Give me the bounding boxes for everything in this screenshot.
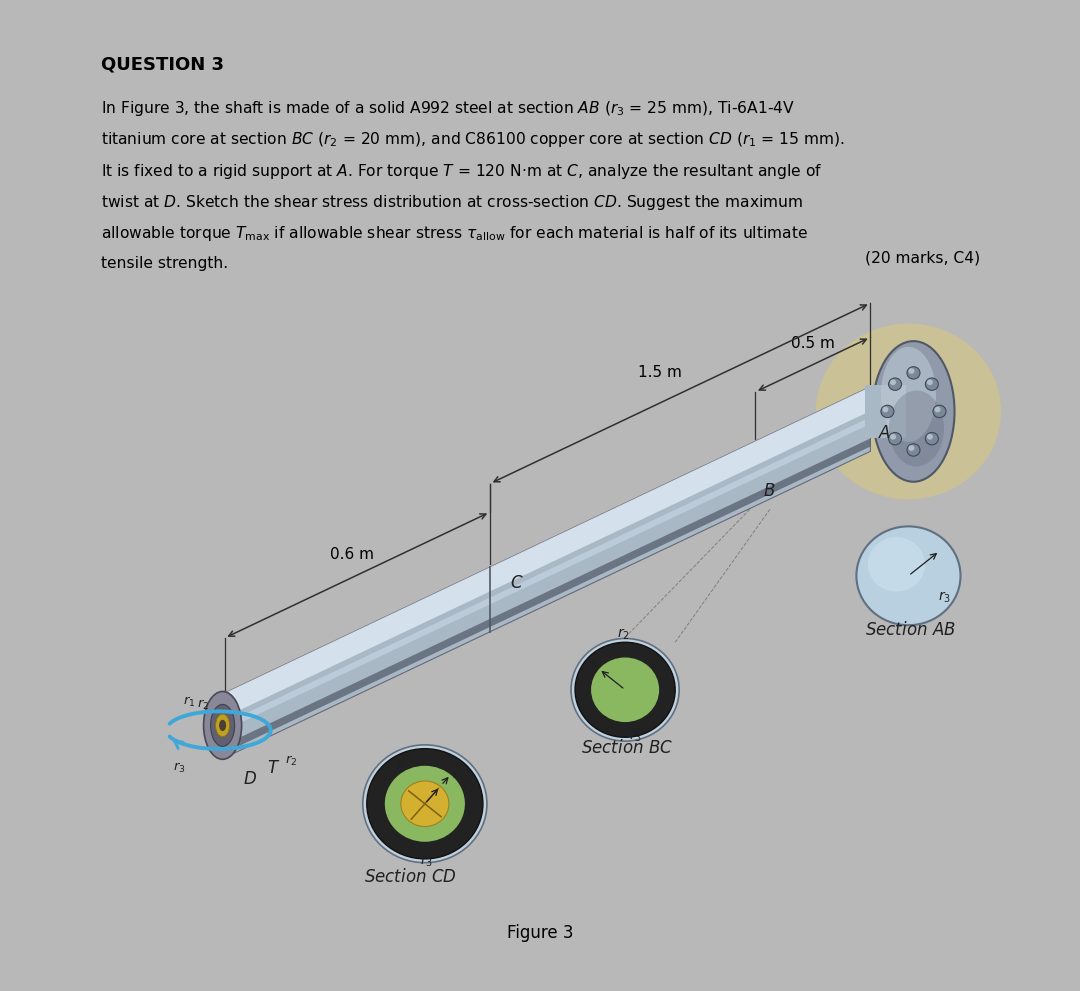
- Ellipse shape: [882, 406, 889, 412]
- Text: $r_1$: $r_1$: [451, 767, 464, 783]
- Text: Section $AB$: Section $AB$: [865, 620, 956, 638]
- Ellipse shape: [933, 405, 946, 417]
- Ellipse shape: [927, 380, 933, 385]
- Text: titanium core at section $BC$ ($r_2$ = 20 mm), and C86100 copper core at section: titanium core at section $BC$ ($r_2$ = 2…: [102, 130, 846, 150]
- Text: Section $CD$: Section $CD$: [364, 868, 456, 886]
- Ellipse shape: [881, 405, 894, 417]
- Ellipse shape: [926, 378, 939, 390]
- Circle shape: [401, 781, 449, 826]
- Ellipse shape: [815, 323, 1001, 499]
- Ellipse shape: [907, 444, 920, 456]
- Text: $r_2$: $r_2$: [197, 699, 208, 713]
- Circle shape: [363, 745, 487, 863]
- Text: 0.5 m: 0.5 m: [791, 336, 835, 352]
- Ellipse shape: [907, 367, 920, 380]
- Text: Section $BC$: Section $BC$: [581, 739, 673, 757]
- Text: tensile strength.: tensile strength.: [102, 256, 229, 271]
- Polygon shape: [225, 417, 870, 730]
- Text: 0.6 m: 0.6 m: [330, 547, 375, 562]
- Text: $r_3$: $r_3$: [173, 761, 185, 775]
- Ellipse shape: [926, 432, 939, 445]
- Text: $r_1$: $r_1$: [183, 695, 195, 709]
- Circle shape: [384, 766, 464, 841]
- Text: $r_3$: $r_3$: [630, 728, 643, 743]
- Circle shape: [591, 657, 659, 722]
- Polygon shape: [225, 438, 870, 753]
- Ellipse shape: [203, 692, 242, 759]
- Text: twist at $D$. Sketch the shear stress distribution at cross-section $CD$. Sugges: twist at $D$. Sketch the shear stress di…: [102, 193, 804, 212]
- Text: $C$: $C$: [510, 574, 524, 593]
- Text: QUESTION 3: QUESTION 3: [102, 55, 225, 73]
- Ellipse shape: [881, 347, 936, 442]
- Polygon shape: [225, 386, 870, 717]
- Circle shape: [868, 537, 926, 592]
- Ellipse shape: [211, 705, 234, 746]
- Circle shape: [571, 638, 679, 741]
- Circle shape: [856, 526, 960, 625]
- Ellipse shape: [219, 719, 226, 731]
- Ellipse shape: [934, 406, 941, 412]
- Polygon shape: [225, 386, 870, 758]
- Ellipse shape: [216, 715, 230, 736]
- Ellipse shape: [908, 368, 915, 374]
- Ellipse shape: [890, 380, 896, 385]
- Circle shape: [575, 642, 675, 737]
- Text: allowable torque $T_\mathrm{max}$ if allowable shear stress $\tau_\mathrm{allow}: allowable torque $T_\mathrm{max}$ if all…: [102, 224, 809, 243]
- Text: $T$: $T$: [267, 759, 280, 777]
- Ellipse shape: [889, 378, 902, 390]
- Text: $D$: $D$: [243, 770, 257, 788]
- Text: $r_2$: $r_2$: [285, 753, 297, 767]
- Text: $r_3$: $r_3$: [420, 853, 433, 869]
- Text: $r_3$: $r_3$: [939, 590, 951, 605]
- Text: Figure 3: Figure 3: [507, 924, 573, 941]
- Text: $r_2$: $r_2$: [617, 626, 630, 642]
- Text: 1.5 m: 1.5 m: [638, 365, 683, 381]
- Ellipse shape: [890, 434, 896, 440]
- Text: (20 marks, C4): (20 marks, C4): [865, 251, 981, 266]
- Ellipse shape: [889, 432, 902, 445]
- Ellipse shape: [927, 434, 933, 440]
- Text: In Figure 3, the shaft is made of a solid A992 steel at section $AB$ ($r_3$ = 25: In Figure 3, the shaft is made of a soli…: [102, 99, 796, 118]
- Polygon shape: [865, 385, 906, 438]
- Text: $A$: $A$: [878, 424, 892, 442]
- Ellipse shape: [889, 390, 944, 467]
- Circle shape: [367, 748, 483, 859]
- Ellipse shape: [873, 341, 955, 482]
- Text: It is fixed to a rigid support at $A$. For torque $T$ = 120 N$\cdot$m at $C$, an: It is fixed to a rigid support at $A$. F…: [102, 162, 823, 180]
- Text: $r_2$: $r_2$: [463, 780, 476, 795]
- Ellipse shape: [908, 445, 915, 451]
- Text: $B$: $B$: [764, 483, 775, 500]
